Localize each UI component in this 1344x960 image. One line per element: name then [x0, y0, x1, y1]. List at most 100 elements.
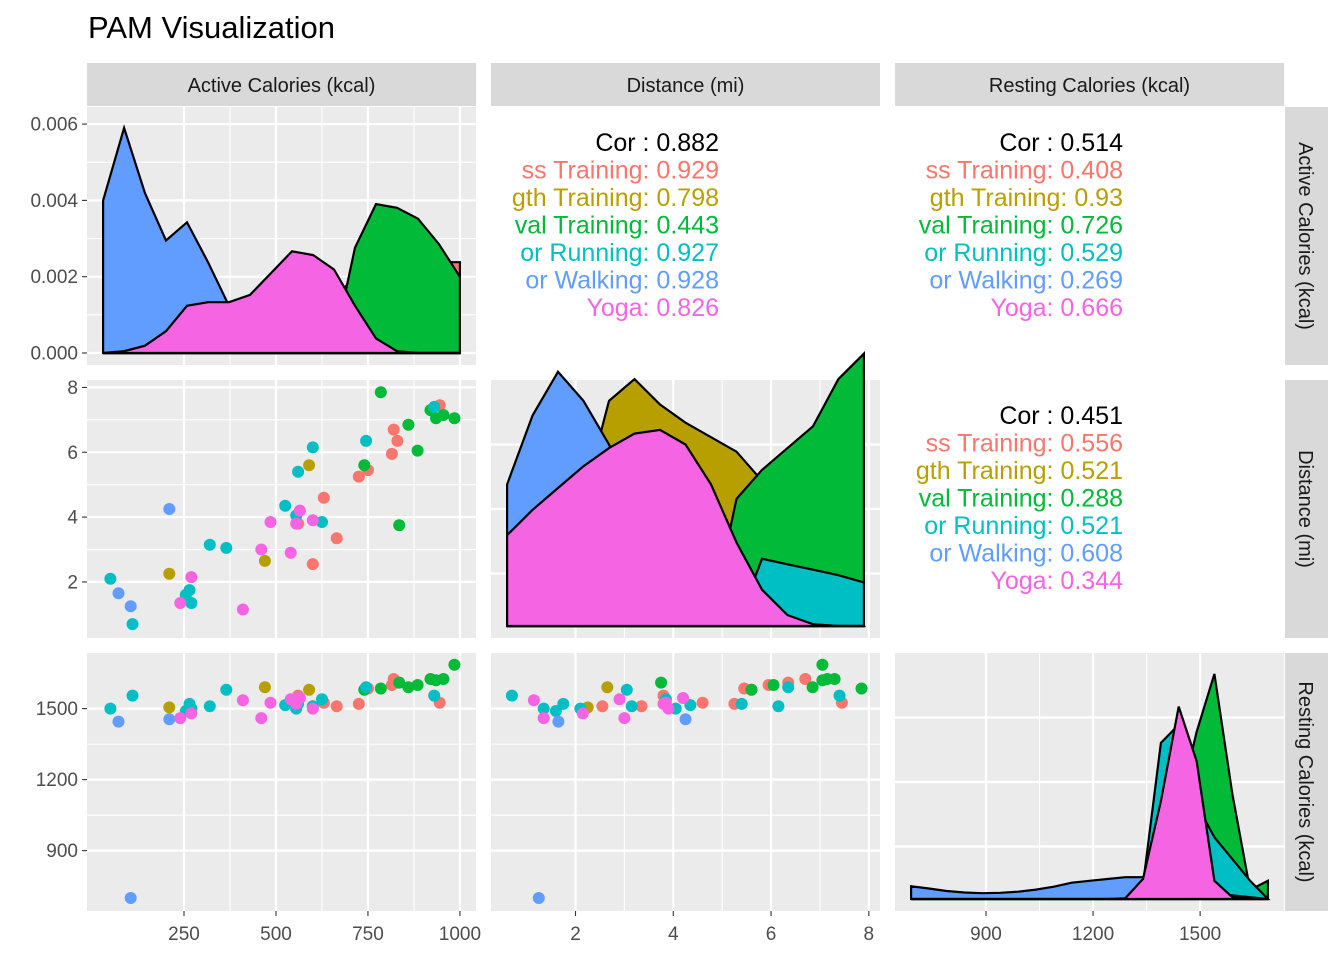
point-strength-training	[258, 554, 271, 567]
point-outdoor-running	[549, 705, 562, 717]
cor-group-outdoor-running: or Running: 0.521	[924, 512, 1123, 540]
x-tick-label: 1500	[1179, 924, 1221, 945]
axis-labels: 0.000 0.002 0.004 0.006 2 4 6 8 900 1200 1500 250 50…	[30, 115, 1221, 945]
x-tick-label: 6	[766, 924, 777, 945]
cor-group-strength-training: gth Training: 0.798	[512, 184, 719, 212]
point-cross-training	[385, 447, 398, 460]
row-strip-label-2: Distance (mi)	[1294, 450, 1316, 568]
point-outdoor-running	[203, 700, 216, 713]
point-outdoor-running	[557, 697, 570, 710]
point-yoga	[613, 693, 626, 706]
point-cross-training	[317, 491, 330, 504]
y-tick-label: 900	[46, 841, 78, 862]
cor-group-strength-training: gth Training: 0.521	[916, 457, 1123, 485]
point-outdoor-running	[203, 538, 216, 551]
y-tick-label: 0.006	[30, 115, 78, 136]
point-outdoor-running	[220, 683, 233, 696]
y-tick-label: 0.004	[30, 191, 78, 212]
point-strength-training	[163, 567, 176, 580]
row-strip-3: Resting Calories (kcal)	[1285, 653, 1328, 911]
point-outdoor-walking	[679, 713, 692, 726]
point-yoga	[293, 504, 306, 517]
cor-group-interval-training: val Training: 0.726	[919, 212, 1123, 240]
panel-distance-density	[491, 351, 880, 638]
point-outdoor-walking	[552, 715, 565, 728]
point-interval-training	[448, 658, 461, 671]
cor-group-outdoor-running: or Running: 0.927	[520, 239, 719, 267]
cor-group-yoga: Yoga: 0.666	[990, 294, 1123, 322]
point-outdoor-running	[126, 689, 139, 702]
point-cross-training	[352, 697, 365, 710]
point-cross-training	[635, 700, 648, 713]
point-cross-training	[696, 696, 709, 709]
point-yoga	[185, 571, 198, 584]
y-tick-label: 0.000	[30, 344, 78, 365]
point-outdoor-running	[625, 700, 638, 713]
point-cross-training	[391, 434, 404, 447]
cor-group-interval-training: val Training: 0.288	[919, 485, 1123, 513]
cor-group-cross-training: ss Training: 0.929	[522, 157, 719, 185]
point-outdoor-walking	[112, 587, 125, 600]
point-outdoor-running	[183, 697, 196, 710]
cor-group-outdoor-running: or Running: 0.529	[924, 239, 1123, 267]
point-cross-training	[799, 673, 812, 685]
point-cross-training	[330, 700, 343, 713]
row-strip-1: Active Calories (kcal)	[1285, 107, 1328, 365]
point-interval-training	[411, 679, 424, 691]
x-tick-label: 1200	[1072, 924, 1114, 945]
point-outdoor-running	[306, 441, 319, 454]
point-interval-training	[745, 683, 758, 696]
cor-group-strength-training: gth Training: 0.93	[930, 184, 1123, 212]
x-tick-label: 8	[864, 924, 875, 945]
column-strip-3: Resting Calories (kcal)	[895, 63, 1284, 106]
density-yoga	[911, 706, 1268, 901]
point-yoga	[527, 694, 540, 707]
point-yoga	[576, 707, 589, 720]
point-interval-training	[806, 681, 819, 694]
y-tick-label: 1500	[36, 699, 78, 720]
point-yoga	[284, 546, 297, 559]
x-tick-label: 2	[570, 924, 581, 945]
point-interval-training	[393, 519, 406, 532]
cor-group-cross-training: ss Training: 0.556	[926, 430, 1123, 458]
chart-title: PAM Visualization	[88, 10, 335, 45]
y-tick-label: 4	[67, 508, 78, 529]
column-strip-label-2: Distance (mi)	[627, 75, 745, 97]
point-yoga	[537, 712, 550, 725]
point-interval-training	[393, 676, 406, 689]
column-strip-label-3: Resting Calories (kcal)	[989, 75, 1190, 97]
point-interval-training	[821, 673, 834, 685]
point-interval-training	[411, 444, 424, 457]
point-strength-training	[163, 701, 176, 714]
point-yoga	[236, 694, 249, 707]
point-interval-training	[655, 676, 668, 689]
point-yoga	[236, 603, 249, 616]
row-strip-label-3: Resting Calories (kcal)	[1294, 681, 1316, 882]
point-yoga	[255, 712, 268, 725]
point-cross-training	[387, 423, 400, 436]
point-outdoor-walking	[124, 892, 137, 904]
point-yoga	[618, 712, 631, 725]
panel-resting-calories-density	[895, 653, 1284, 911]
point-strength-training	[601, 681, 614, 694]
point-yoga	[293, 692, 306, 704]
density-yoga	[506, 428, 864, 628]
point-outdoor-running	[183, 584, 196, 597]
point-outdoor-walking	[532, 892, 545, 904]
x-tick-label: 750	[352, 924, 384, 945]
x-tick-label: 250	[168, 924, 200, 945]
point-outdoor-running	[772, 700, 785, 713]
point-outdoor-walking	[124, 600, 137, 613]
point-interval-training	[374, 386, 387, 399]
y-tick-label: 2	[67, 572, 78, 593]
y-tick-label: 0.002	[30, 267, 78, 288]
point-outdoor-running	[279, 499, 292, 512]
panel-scatter-resting-distance	[491, 653, 880, 911]
cor-overall: Cor : 0.451	[999, 402, 1123, 430]
point-yoga	[264, 516, 277, 528]
point-outdoor-running	[360, 681, 373, 694]
point-outdoor-walking	[163, 713, 176, 726]
column-strip-1: Active Calories (kcal)	[87, 63, 476, 106]
point-interval-training	[437, 673, 450, 685]
